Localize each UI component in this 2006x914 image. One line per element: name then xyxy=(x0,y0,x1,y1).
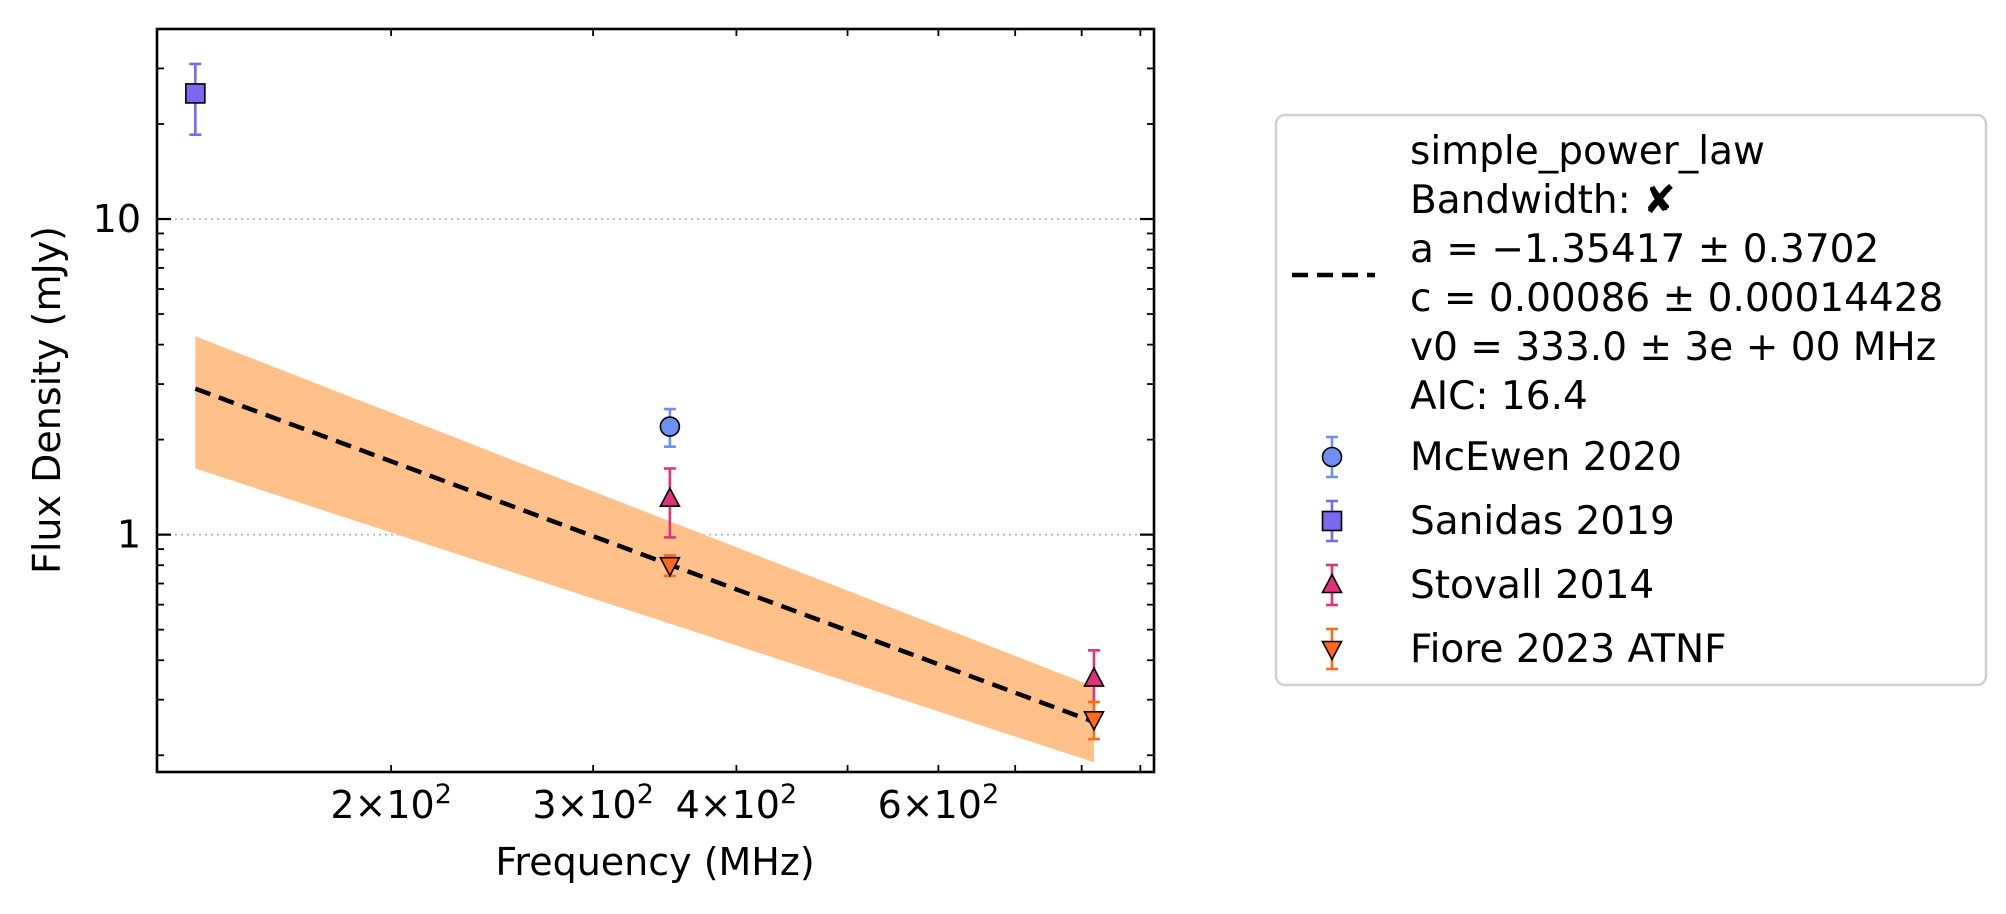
fit-line-path xyxy=(194,386,1095,725)
legend-frame xyxy=(1274,113,1988,687)
data-point-triangle-down xyxy=(1083,710,1105,732)
legend-series-label: McEwen 2020 xyxy=(1410,435,1682,480)
legend-fit-line-6: AIC: 16.4 xyxy=(1410,374,1588,419)
legend-fit-line-2: Bandwidth: ✘ xyxy=(1410,178,1676,223)
legend: simple_power_law Bandwidth: ✘ a = −1.354… xyxy=(1274,113,1988,687)
x-tick-label: 6×102 xyxy=(878,779,1000,827)
y-axis-label: Flux Density (mJy) xyxy=(25,226,69,574)
data-point-triangle-down xyxy=(659,556,681,578)
legend-marker-triangle-up xyxy=(1321,572,1343,594)
x-axis-label: Frequency (MHz) xyxy=(495,840,814,884)
legend-fit-line-1: simple_power_law xyxy=(1410,129,1765,174)
legend-marker-triangle-down xyxy=(1321,640,1343,662)
fit-band-area xyxy=(195,336,1094,763)
legend-marker-square xyxy=(1321,510,1343,532)
y-tick-label: 1 xyxy=(117,513,141,557)
plot-frame xyxy=(155,27,1156,774)
y-axis-ticks: 1 10 xyxy=(93,67,1154,757)
legend-series-label: Fiore 2023 ATNF xyxy=(1410,627,1727,672)
legend-fit-line-5: v0 = 333.0 ± 3e + 00 MHz xyxy=(1410,325,1936,370)
data-point-triangle-up xyxy=(659,486,681,507)
x-tick-label: 4×102 xyxy=(676,779,798,827)
x-tick-label: 3×102 xyxy=(532,779,654,827)
x-tick-label: 2×102 xyxy=(330,779,452,827)
data-point-square xyxy=(185,83,206,104)
legend-marker-circle xyxy=(1321,446,1343,468)
legend-series-label: Stovall 2014 xyxy=(1410,563,1654,608)
legend-fit-line-4: c = 0.00086 ± 0.00014428 xyxy=(1410,276,1943,321)
legend-fit-line-3: a = −1.35417 ± 0.3702 xyxy=(1410,227,1879,272)
fit-confidence-band xyxy=(195,336,1094,763)
fit-line xyxy=(194,386,1095,725)
legend-series-label: Sanidas 2019 xyxy=(1410,499,1675,544)
data-point-circle xyxy=(659,416,681,437)
data-point-triangle-up xyxy=(1083,666,1105,687)
x-axis-ticks: 2×102 3×102 4×102 6×102 xyxy=(330,29,1142,827)
data-points xyxy=(185,62,1105,741)
y-tick-label: 10 xyxy=(93,197,141,241)
